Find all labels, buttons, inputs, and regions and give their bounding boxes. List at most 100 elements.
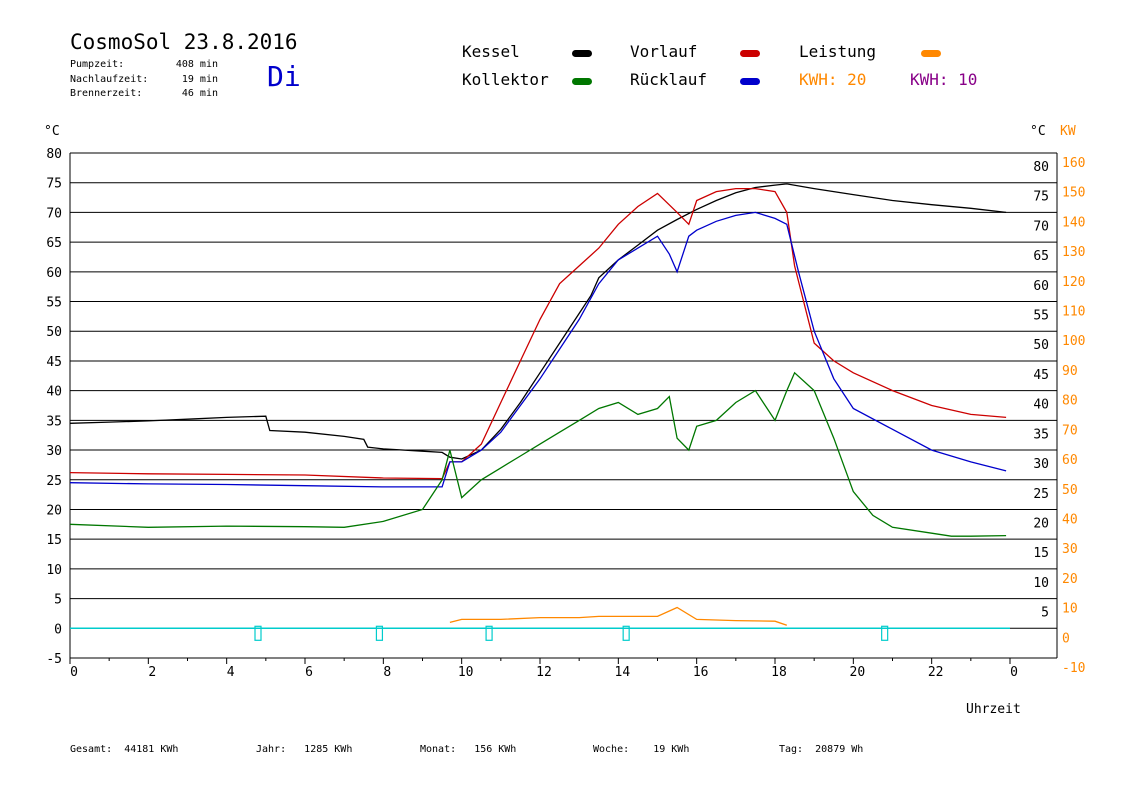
legend-kwh1-value: 20 [847,70,867,89]
y-tick-right-celsius: 50 [1033,338,1049,353]
pump-marker [485,625,493,641]
legend-kollektor-label: Kollektor [462,70,549,89]
y-tick-right-kw: 20 [1062,572,1078,587]
y-tick-right-kw: 90 [1062,364,1078,379]
y-axis-right-unit-kw: KW [1060,124,1076,139]
y-tick-right-kw: 100 [1062,334,1085,349]
y-axis-right-unit-celsius: °C [1030,124,1046,139]
y-tick-left: 55 [46,296,62,311]
y-tick-left: 25 [46,474,62,489]
y-tick-right-kw: 60 [1062,453,1078,468]
series-kessel [69,183,1007,460]
y-tick-left: 15 [46,533,62,548]
x-tick-label: 22 [928,665,944,680]
y-tick-right-celsius: 75 [1033,190,1049,205]
y-tick-left: 75 [46,177,62,192]
legend-leistung-swatch [921,50,941,57]
legend-kwh2-label: KWH: [910,70,949,89]
pump-marker [622,625,630,641]
nachlaufzeit-label-text: Nachlaufzeit: [70,74,149,85]
x-tick-label: 0 [70,665,78,680]
footer-monat-label: Monat: [420,744,457,755]
legend-leistung-label: Leistung [799,42,877,61]
series-lines [69,183,1007,626]
x-tick-label: 4 [227,665,235,680]
y-tick-right-kw: -10 [1062,661,1085,676]
stats-labels: Pumpzeit: [70,57,124,72]
legend-kollektor-swatch [572,78,592,85]
pumpzeit-value: 408 min [175,59,218,70]
y-tick-right-kw: 30 [1062,542,1078,557]
footer-gesamt-label: Gesamt: [70,744,113,755]
series-kollektor [69,371,1007,537]
y-tick-right-celsius: 30 [1033,457,1049,472]
y-tick-right-kw: 0 [1062,631,1070,646]
legend-kessel-swatch [572,50,592,57]
brennerzeit-label-text: Brennerzeit: [70,88,143,99]
y-tick-right-celsius: 70 [1033,219,1049,234]
footer-woche: Woche: 19 KWh [593,744,689,755]
y-tick-right-kw: 40 [1062,512,1078,527]
chart-title: CosmoSol 23.8.2016 [70,30,298,54]
series-leistung [449,606,788,626]
y-axis-left-unit: °C [44,124,60,139]
series-rücklauf [69,211,1007,488]
x-tick-label: 0 [1010,665,1018,680]
nachlaufzeit-value: 19 min [181,74,218,85]
x-tick-label: 10 [458,665,474,680]
footer-jahr-value: 1285 KWh [304,744,353,755]
x-tick-label: 20 [850,665,866,680]
footer-woche-label: Woche: [593,744,630,755]
y-tick-right-kw: 120 [1062,275,1085,290]
y-tick-left: 20 [46,503,62,518]
y-tick-right-celsius: 40 [1033,398,1049,413]
y-tick-left: -5 [46,652,62,667]
pump-marker [254,625,262,641]
y-tick-left: 10 [46,563,62,578]
y-tick-right-celsius: 25 [1033,487,1049,502]
y-tick-left: 40 [46,385,62,400]
y-tick-right-kw: 10 [1062,602,1078,617]
weekday-label: Di [267,60,301,93]
footer-tag-label: Tag: [779,744,804,755]
series-vorlauf [69,187,1007,480]
x-tick-label: 14 [615,665,631,680]
legend-kessel-label: Kessel [462,42,520,61]
legend-kwh2: KWH: 10 [910,70,977,89]
legend-kwh1: KWH: 20 [799,70,866,89]
y-tick-left: 30 [46,444,62,459]
pumpzeit-label: Pumpzeit: [70,59,125,70]
legend-ruecklauf-label: Rücklauf [630,70,708,89]
y-tick-right-celsius: 35 [1033,427,1049,442]
y-tick-right-celsius: 10 [1033,576,1049,591]
y-tick-right-kw: 50 [1062,483,1078,498]
y-tick-left: 5 [54,593,62,608]
footer-gesamt-value: 44181 KWh [124,744,179,755]
y-tick-right-celsius: 60 [1033,279,1049,294]
y-tick-right-celsius: 20 [1033,516,1049,531]
footer-jahr: Jahr: 1285 KWh [256,744,352,755]
y-tick-left: 50 [46,325,62,340]
footer-gesamt: Gesamt: 44181 KWh [70,744,178,755]
y-tick-right-kw: 140 [1062,215,1085,230]
brennerzeit-value: 46 min [181,88,218,99]
y-tick-right-kw: 160 [1062,156,1085,171]
x-tick-label: 8 [383,665,391,680]
legend-vorlauf-label: Vorlauf [630,42,698,61]
x-tick-label: 16 [693,665,709,680]
y-tick-right-celsius: 15 [1033,546,1049,561]
y-tick-right-kw: 80 [1062,394,1078,409]
x-axis-label: Uhrzeit [966,702,1021,717]
x-tick-label: 6 [305,665,313,680]
footer-woche-value: 19 KWh [653,744,690,755]
y-tick-right-celsius: 55 [1033,309,1049,324]
footer-jahr-label: Jahr: [256,744,287,755]
y-tick-left: 80 [46,147,62,162]
pump-marker [375,625,384,641]
footer-tag: Tag: 20879 Wh [779,744,863,755]
y-tick-left: 35 [46,414,62,429]
x-tick-label: 12 [536,665,552,680]
tick-labels: 80757065605550454035302520151050-5807570… [46,147,1085,680]
y-tick-left: 45 [46,355,62,370]
